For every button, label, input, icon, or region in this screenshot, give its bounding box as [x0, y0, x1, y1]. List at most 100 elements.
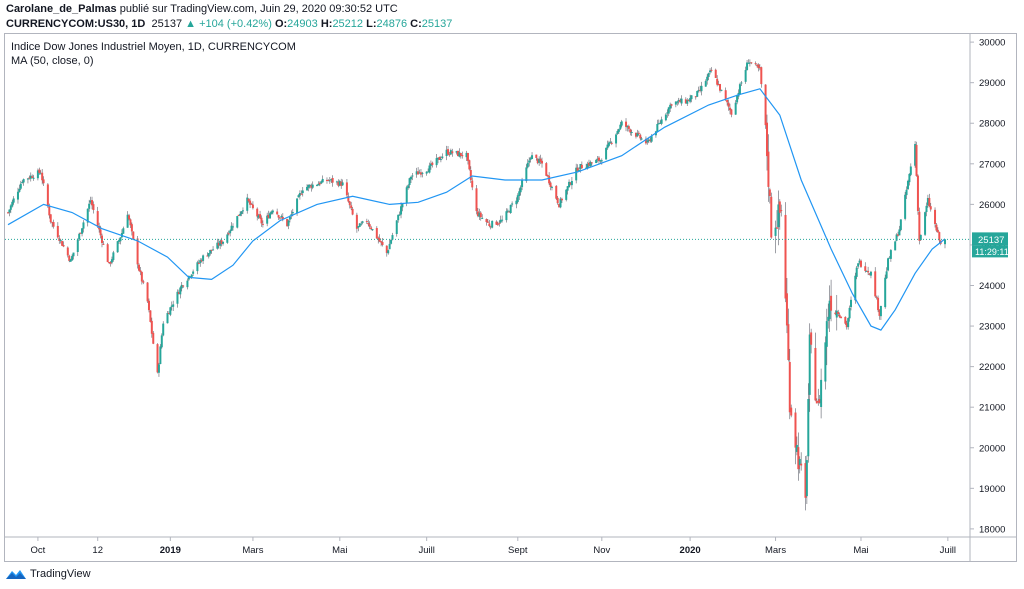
candle-body: [427, 171, 430, 173]
candle-body: [466, 152, 469, 161]
candle-body: [118, 240, 121, 242]
candle-body: [687, 100, 690, 102]
candle-body: [857, 263, 860, 267]
candle-body: [738, 84, 741, 95]
candle-body: [874, 271, 877, 297]
legend-indicator[interactable]: MA (50, close, 0): [11, 55, 94, 67]
author-name[interactable]: Carolane_de_Palmas: [6, 3, 117, 15]
candle-body: [679, 100, 682, 103]
candle-body: [541, 160, 544, 164]
candle-body: [409, 176, 412, 180]
candle-body: [212, 249, 215, 251]
price-tick-label: 29000: [979, 78, 1005, 89]
candle-body: [719, 84, 722, 91]
candle-body: [398, 214, 401, 216]
candle-body: [894, 241, 897, 251]
candle-body: [496, 223, 499, 225]
candle-body: [730, 109, 733, 115]
candle-body: [321, 178, 324, 183]
candle-body: [590, 162, 593, 164]
candle-body: [465, 152, 468, 158]
price-tick-label: 30000: [979, 38, 1005, 49]
candle-body: [36, 170, 39, 179]
candle-body: [884, 277, 887, 308]
candle-body: [666, 112, 669, 114]
candle-body: [936, 229, 939, 233]
candle-body: [207, 253, 210, 257]
candle-body: [311, 184, 314, 188]
candle-body: [9, 205, 12, 210]
candle-body: [405, 187, 408, 203]
candle-body: [915, 144, 918, 176]
candle-body: [840, 316, 843, 319]
candle-body: [518, 191, 521, 197]
candle-body: [395, 220, 398, 234]
chart-frame[interactable]: [4, 33, 1017, 562]
candle-body: [817, 401, 820, 403]
candle-body: [798, 458, 801, 465]
candle-body: [82, 222, 85, 229]
candle-body: [620, 121, 623, 126]
candle-body: [459, 153, 462, 156]
candle-body: [136, 238, 139, 265]
time-tick-label: Mars: [765, 545, 786, 556]
price-tick-label: 20000: [979, 443, 1005, 454]
candle-body: [108, 262, 111, 264]
candle-body: [441, 156, 444, 159]
candle-body: [71, 256, 74, 261]
candle-body: [425, 171, 428, 174]
candle-body: [86, 208, 89, 223]
symbol-label[interactable]: CURRENCYCOM:US30, 1D: [6, 18, 146, 30]
candle-body: [566, 186, 569, 191]
candle-body: [61, 241, 64, 246]
candle-body: [166, 313, 169, 324]
candle-body: [865, 270, 868, 272]
candle-body: [515, 200, 518, 205]
candle-body: [220, 240, 223, 245]
candle-body: [589, 161, 592, 167]
candle-body: [905, 189, 908, 196]
candle-body: [16, 191, 19, 200]
candle-body: [39, 173, 42, 175]
candle-body: [337, 181, 340, 186]
legend-title[interactable]: Indice Dow Jones Industriel Moyen, 1D, C…: [11, 41, 296, 53]
candle-body: [445, 149, 448, 157]
candle-body: [756, 64, 759, 66]
candle-body: [276, 211, 279, 215]
candle-body: [72, 252, 75, 257]
candle-body: [787, 324, 790, 361]
candle-body: [855, 267, 858, 277]
candle-body: [41, 172, 44, 181]
candle-body: [616, 131, 619, 134]
moving-average-line[interactable]: [7, 88, 946, 331]
candle-body: [476, 211, 479, 217]
candle-body: [116, 241, 119, 253]
candle-body: [320, 181, 323, 184]
candle-body: [318, 182, 321, 185]
candle-body: [777, 204, 780, 228]
candle-body: [407, 185, 410, 188]
candle-body: [560, 198, 563, 201]
candle-body: [177, 292, 180, 295]
candle-body: [885, 271, 888, 279]
candle-body: [400, 206, 403, 215]
candle-body: [251, 204, 254, 209]
candle-body: [556, 197, 559, 204]
candle-body: [878, 309, 881, 316]
candle-body: [526, 162, 529, 168]
candle-body: [850, 299, 853, 308]
candle-body: [689, 98, 692, 102]
candle-body: [659, 122, 662, 124]
footer[interactable]: TradingView: [6, 568, 91, 580]
candle-body: [587, 162, 590, 166]
candle-body: [287, 220, 290, 226]
candle-body: [488, 223, 491, 227]
candle-body: [889, 250, 892, 259]
candle-body: [565, 189, 568, 200]
candle-body: [99, 229, 102, 236]
candle-body: [657, 123, 660, 125]
candle-body: [677, 99, 680, 102]
candle-body: [597, 157, 600, 162]
candle-body: [458, 152, 461, 157]
